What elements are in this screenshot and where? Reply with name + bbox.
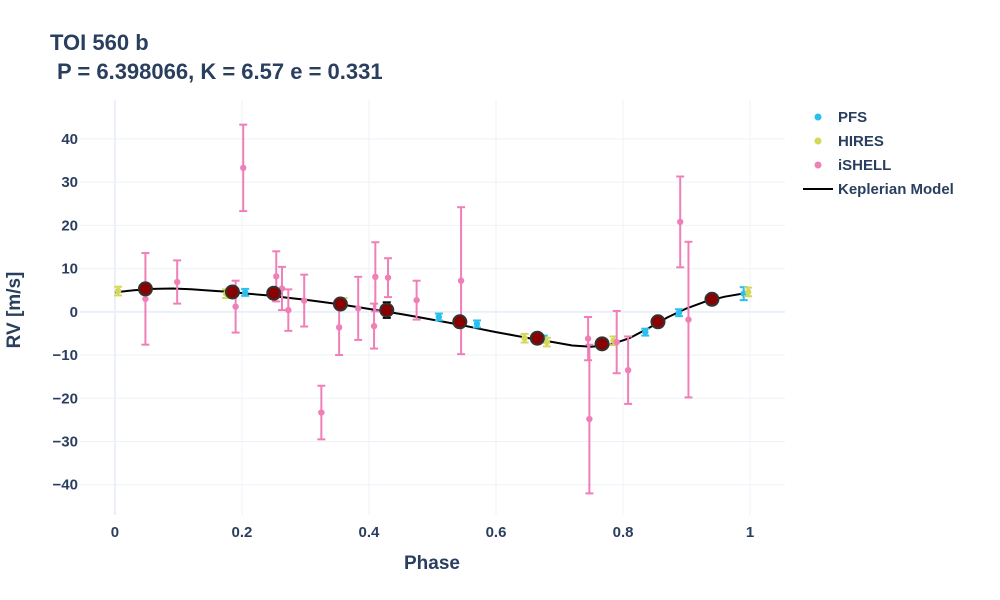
legend-marker [814,137,822,145]
legend-item-pfs[interactable]: PFS [814,109,868,126]
chart-title: TOI 560 b P = 6.398066, K = 6.57 e = 0.3… [50,30,383,84]
binned-point [332,296,348,312]
keplerian-model-line [114,287,751,348]
binned-point [137,281,153,297]
data-points [114,123,753,495]
data-point [677,218,684,226]
data-point [457,277,465,284]
data-point [685,316,692,323]
data-point [613,338,620,346]
data-point [521,334,528,342]
title-line-2: P = 6.398066, K = 6.57 e = 0.331 [57,59,383,84]
data-point [241,289,249,296]
x-tick-label: 1 [746,524,754,541]
x-axis-title: Phase [404,553,460,574]
binned-point [452,314,468,330]
x-tick-label: 0.2 [232,524,253,541]
y-tick-label: 0 [70,304,78,321]
y-tick-label: −10 [53,347,78,364]
y-tick-label: 20 [61,217,78,234]
data-point [273,273,280,280]
y-tick-label: −40 [53,477,78,494]
x-tick-label: 0.8 [613,524,634,541]
binned-point [224,284,240,300]
binned-point [529,330,545,346]
legend-label: PFS [838,109,867,126]
legend-marker [814,113,822,121]
series-binned [137,281,720,352]
x-tick-labels: 0 0.2 0.4 0.6 0.8 1 [111,524,754,541]
legend-label: HIRES [838,133,884,150]
data-point [318,409,325,416]
y-tick-label: 30 [61,174,78,191]
legend-label: Keplerian Model [838,181,954,198]
data-point [435,313,443,321]
y-tick-labels: −40 −30 −20 −10 0 10 20 30 40 [53,131,78,494]
binned-point [266,285,282,301]
data-point [624,366,632,374]
model-line [114,287,751,348]
x-tick-label: 0.4 [359,524,381,541]
data-point [413,296,420,304]
binned-point [594,336,610,352]
data-point [675,309,683,316]
data-point [232,303,239,310]
data-point [240,164,247,172]
x-tick-label: 0 [111,524,119,541]
binned-point [379,302,395,318]
data-point [114,287,122,295]
data-point [285,306,292,314]
x-tick-label: 0.6 [486,524,507,541]
series-pfs [241,286,748,344]
data-point [354,305,362,312]
data-point [142,295,149,303]
legend-item-hires[interactable]: HIRES [814,133,884,150]
data-point [173,278,181,286]
legend-marker [814,161,822,169]
legend[interactable]: PFS HIRES iSHELL Keplerian Model [803,109,954,198]
y-tick-label: −20 [53,390,78,407]
binned-point [704,291,720,307]
data-point [301,297,308,304]
data-point [384,274,392,281]
data-point [642,328,649,336]
legend-item-keplerian-model[interactable]: Keplerian Model [803,181,954,198]
data-point [744,288,752,296]
y-tick-label: 10 [61,261,78,278]
data-point [543,338,551,346]
data-point [370,322,378,330]
y-axis-title: RV [m/s] [4,272,25,349]
y-tick-label: −30 [53,434,78,451]
binned-point [650,314,666,330]
data-point [473,320,481,328]
data-point [584,335,592,342]
data-point [372,273,379,281]
title-line-1: TOI 560 b [50,30,149,55]
legend-item-ishell[interactable]: iSHELL [814,157,892,174]
data-point [586,415,593,423]
legend-label: iSHELL [838,157,891,174]
data-point [335,324,343,331]
y-tick-label: 40 [61,131,78,148]
gridlines [80,100,785,515]
series-ishell [141,123,693,495]
